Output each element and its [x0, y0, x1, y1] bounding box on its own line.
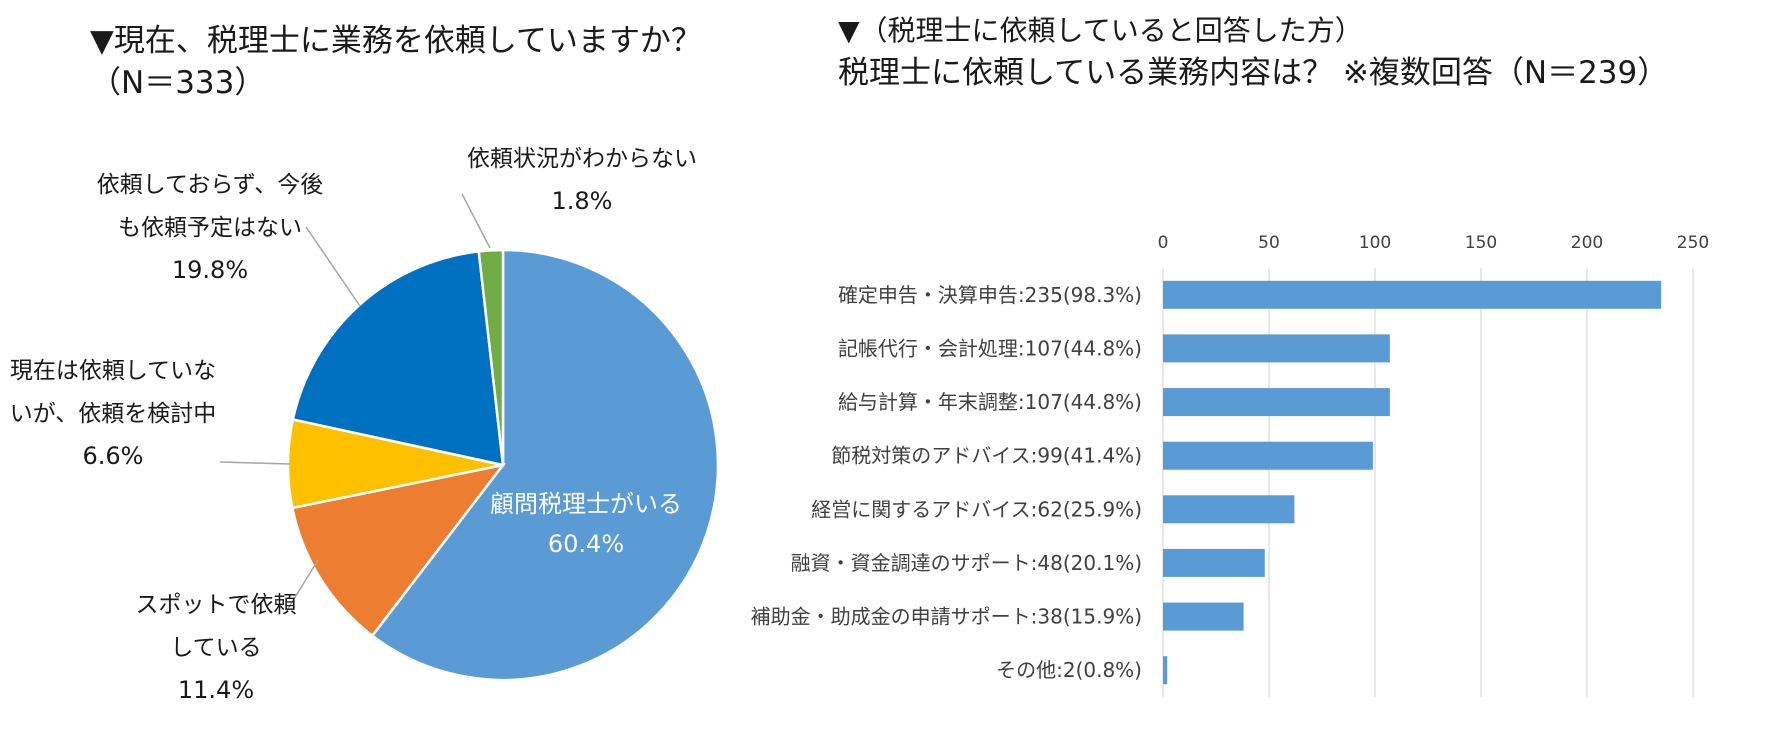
pie-slice-label: も依頼予定はない — [118, 215, 302, 241]
bar — [1163, 388, 1390, 417]
bar-chart-title: 税理士に依頼している業務内容は？ ※複数回答（N＝239） — [838, 55, 1669, 91]
bar-category-label: 給与計算・年末調整:107(44.8%) — [838, 390, 1142, 414]
bar-category-label: 経営に関するアドバイス:62(25.9%) — [811, 497, 1142, 521]
bar — [1163, 602, 1244, 631]
bar-x-tick-label: 100 — [1359, 233, 1391, 253]
pie-slice-percent: 19.8% — [172, 256, 248, 284]
pie-slice-label: スポットで依頼 — [136, 592, 297, 618]
bar-chart-subtitle: ▼（税理士に依頼していると回答した方） — [838, 14, 1363, 47]
bar — [1163, 334, 1390, 363]
bar-category-label: 節税対策のアドバイス:99(41.4%) — [831, 444, 1142, 468]
pie-chart-title: ▼現在、税理士に業務を依頼していますか？ — [90, 23, 702, 59]
bar-chart: 0 50 100 150 200 250 確定申告・決算申告:235(98.3%) 記帳代行・… — [751, 233, 1709, 697]
pie-slice-percent: 6.6% — [83, 442, 144, 470]
pie-slice-percent: 11.4% — [178, 676, 254, 704]
bar — [1163, 280, 1662, 309]
pie-slice — [290, 463, 507, 638]
bar-x-tick-label: 150 — [1465, 233, 1497, 253]
pie-chart-sample-size: （N＝333） — [90, 65, 266, 101]
pie-leader-line — [305, 226, 361, 307]
pie-slice-percent: 1.8% — [552, 187, 613, 215]
pie-leader-line — [285, 559, 319, 613]
bar-category-label: 補助金・助成金の申請サポート:38(15.9%) — [751, 605, 1142, 629]
bar-x-tick-label: 50 — [1258, 233, 1280, 253]
pie-slice-label: 依頼しておらず、今後 — [97, 172, 324, 198]
bar-x-tick-label: 250 — [1677, 233, 1709, 253]
bar-category-label: 融資・資金調達のサポート:48(20.1%) — [791, 551, 1142, 575]
bar-category-label: 確定申告・決算申告:235(98.3%) — [838, 283, 1142, 307]
pie-slice — [477, 248, 505, 466]
pie-slice — [370, 248, 720, 682]
bar — [1163, 656, 1168, 685]
pie-slice-label: 依頼状況がわからない — [467, 146, 697, 172]
bar-category-label: 記帳代行・会計処理:107(44.8%) — [838, 336, 1142, 360]
bar — [1163, 548, 1265, 577]
pie-slice-label: いが、依頼を検討中 — [10, 401, 217, 427]
bar-x-tick-label: 0 — [1158, 233, 1169, 253]
pie-slice-label: している — [170, 635, 261, 661]
bar-x-tick-label: 200 — [1571, 233, 1603, 253]
bar-category-label: その他:2(0.8%) — [996, 658, 1142, 682]
pie-leader-line — [461, 193, 491, 249]
pie-slice-label: 顧問税理士がいる — [490, 490, 682, 518]
bar — [1163, 495, 1295, 524]
pie-slice-percent: 60.4% — [548, 530, 624, 558]
pie-chart — [286, 248, 720, 682]
pie-leader-line — [219, 461, 291, 465]
pie-slice-label: 現在は依頼していな — [10, 358, 216, 384]
bar — [1163, 441, 1373, 470]
